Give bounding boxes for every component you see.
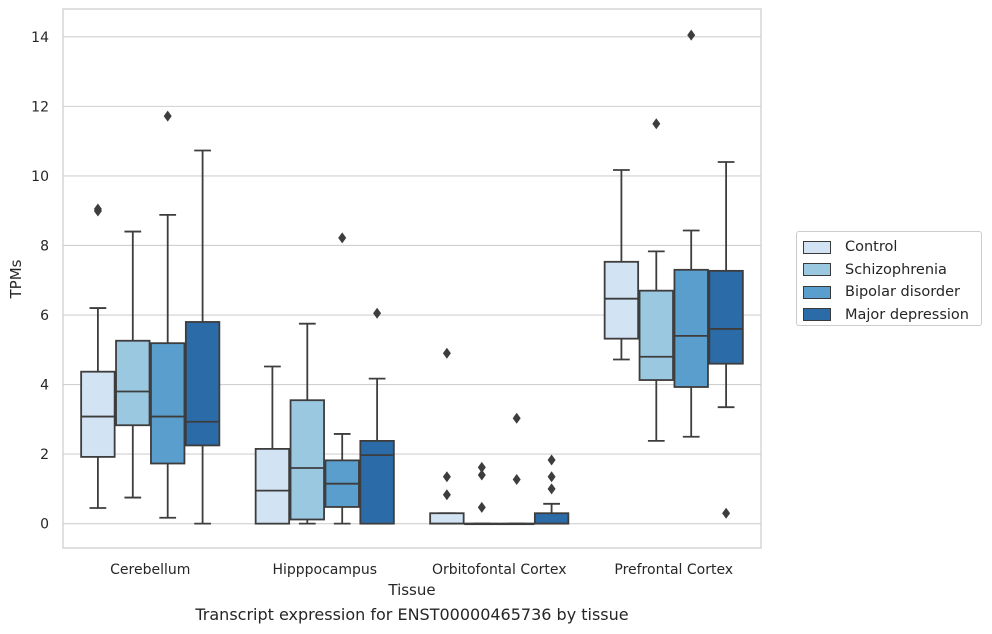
outlier-point xyxy=(547,471,556,483)
y-axis-label: TPMs xyxy=(7,259,25,299)
outlier-point xyxy=(512,473,521,485)
y-tick-label: 4 xyxy=(40,378,49,394)
iqr-box xyxy=(708,269,744,365)
chart-caption: Transcript expression for ENST0000046573… xyxy=(195,605,629,624)
iqr-box xyxy=(673,268,709,388)
legend-item-schizophrenia: Schizophrenia xyxy=(803,259,975,282)
box-bipolar-disorder xyxy=(324,232,360,525)
box-control xyxy=(603,169,640,361)
outlier-point xyxy=(547,483,556,495)
x-tick-label: Hipppocampus xyxy=(272,562,377,578)
box-schizophrenia xyxy=(638,118,674,442)
outlier-point xyxy=(477,501,486,513)
legend-label-major-depression: Major depression xyxy=(845,306,969,323)
legend-swatch-major-depression xyxy=(803,308,831,322)
y-tick-label: 12 xyxy=(31,99,49,115)
iqr-box xyxy=(115,339,151,427)
iqr-box xyxy=(359,439,395,525)
legend-swatch-schizophrenia xyxy=(803,263,831,277)
outlier-point xyxy=(547,454,556,466)
legend-label-schizophrenia: Schizophrenia xyxy=(845,261,947,278)
legend-label-control: Control xyxy=(845,239,898,256)
box-major-depression xyxy=(359,307,395,525)
box-bipolar-disorder xyxy=(150,110,186,519)
y-tick-label: 8 xyxy=(40,238,49,254)
box-control xyxy=(429,347,465,525)
box-major-depression xyxy=(533,454,570,525)
y-tick-label: 14 xyxy=(31,30,49,46)
iqr-box xyxy=(80,370,116,458)
iqr-box xyxy=(603,260,640,340)
plot-frame xyxy=(62,8,762,549)
x-tick-label: Orbitofontal Cortex xyxy=(432,562,567,578)
box-bipolar-disorder xyxy=(673,29,709,438)
iqr-box xyxy=(184,321,221,447)
iqr-box xyxy=(429,512,465,525)
outlier-point xyxy=(512,412,521,424)
legend-swatch-control xyxy=(803,240,831,254)
y-tick-label: 2 xyxy=(40,447,49,463)
iqr-box xyxy=(533,512,570,525)
outlier-point xyxy=(442,471,451,483)
outlier-point xyxy=(163,110,172,122)
legend: Control Schizophrenia Bipolar disorder M… xyxy=(796,231,982,326)
outlier-point xyxy=(477,469,486,481)
outlier-point xyxy=(373,307,382,319)
iqr-box xyxy=(254,447,291,525)
iqr-box xyxy=(150,342,186,465)
y-tick-label: 0 xyxy=(40,517,49,533)
box-schizophrenia xyxy=(289,322,325,525)
box-schizophrenia xyxy=(464,461,500,526)
box-major-depression xyxy=(184,149,221,525)
outlier-point xyxy=(722,507,731,519)
legend-label-bipolar-disorder: Bipolar disorder xyxy=(845,284,960,301)
outlier-point xyxy=(477,461,486,473)
iqr-box xyxy=(289,399,325,521)
outlier-point xyxy=(93,203,102,215)
x-axis-label: Tissue xyxy=(387,581,435,599)
outlier-point xyxy=(652,118,661,130)
box-control xyxy=(80,203,116,509)
y-tick-label: 6 xyxy=(40,308,49,324)
outlier-point xyxy=(687,29,696,41)
box-schizophrenia xyxy=(115,230,151,499)
legend-item-bipolar-disorder: Bipolar disorder xyxy=(803,281,975,304)
legend-swatch-bipolar-disorder xyxy=(803,285,831,299)
x-tick-label: Cerebellum xyxy=(110,562,190,578)
box-control xyxy=(254,365,291,525)
x-tick-label: Prefrontal Cortex xyxy=(614,562,733,578)
box-plot-series xyxy=(80,29,744,526)
outlier-point xyxy=(338,232,347,244)
iqr-box xyxy=(638,289,674,381)
outlier-point xyxy=(442,489,451,501)
legend-item-major-depression: Major depression xyxy=(803,304,975,327)
box-major-depression xyxy=(708,161,744,519)
outlier-point xyxy=(442,347,451,359)
y-tick-label: 10 xyxy=(31,169,49,185)
legend-item-control: Control xyxy=(803,236,975,259)
axis-ticks: 0 2 4 6 8 10 12 14 Cerebellum Hipppocampus Orbitof… xyxy=(31,30,733,578)
box-bipolar-disorder xyxy=(499,412,535,526)
